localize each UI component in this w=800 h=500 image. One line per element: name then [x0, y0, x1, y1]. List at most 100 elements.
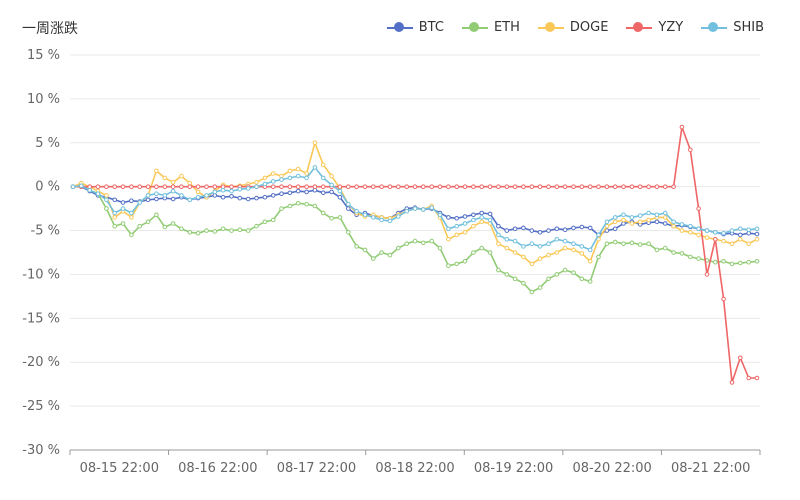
- data-point-doge[interactable]: [562, 245, 568, 251]
- data-point-yzy[interactable]: [496, 184, 501, 189]
- data-point-btc[interactable]: [521, 225, 526, 231]
- data-point-doge[interactable]: [546, 252, 551, 258]
- data-point-shib[interactable]: [571, 241, 576, 246]
- data-point-shib[interactable]: [179, 193, 184, 198]
- data-point-btc[interactable]: [129, 198, 134, 203]
- data-point-eth[interactable]: [229, 228, 234, 233]
- data-point-yzy[interactable]: [688, 147, 693, 153]
- data-point-btc[interactable]: [245, 196, 251, 202]
- data-point-shib[interactable]: [120, 206, 126, 211]
- data-point-shib[interactable]: [462, 221, 468, 226]
- data-point-eth[interactable]: [179, 226, 184, 232]
- data-point-yzy[interactable]: [129, 184, 134, 189]
- data-point-eth[interactable]: [637, 242, 643, 247]
- data-point-btc[interactable]: [654, 219, 660, 225]
- data-point-doge[interactable]: [729, 241, 735, 246]
- data-point-doge[interactable]: [329, 173, 334, 179]
- data-point-btc[interactable]: [612, 226, 618, 232]
- data-point-yzy[interactable]: [487, 184, 493, 189]
- data-point-yzy[interactable]: [112, 184, 117, 189]
- data-point-shib[interactable]: [295, 173, 301, 179]
- data-point-eth[interactable]: [162, 224, 168, 230]
- data-point-shib[interactable]: [704, 228, 710, 233]
- data-point-eth[interactable]: [154, 212, 159, 218]
- data-point-doge[interactable]: [446, 237, 451, 242]
- data-point-yzy[interactable]: [512, 184, 518, 189]
- data-point-doge[interactable]: [537, 256, 543, 261]
- data-point-shib[interactable]: [145, 193, 151, 198]
- data-point-btc[interactable]: [487, 211, 493, 217]
- data-point-eth[interactable]: [329, 216, 334, 221]
- data-point-yzy[interactable]: [554, 184, 560, 189]
- data-point-btc[interactable]: [562, 227, 568, 232]
- data-point-eth[interactable]: [237, 227, 243, 232]
- data-point-shib[interactable]: [254, 184, 259, 189]
- data-point-yzy[interactable]: [621, 184, 626, 189]
- data-point-eth[interactable]: [170, 221, 176, 226]
- data-point-yzy[interactable]: [387, 184, 393, 189]
- data-point-shib[interactable]: [137, 200, 142, 205]
- data-point-eth[interactable]: [379, 250, 384, 255]
- data-point-shib[interactable]: [304, 175, 309, 181]
- data-point-shib[interactable]: [212, 189, 218, 195]
- data-point-doge[interactable]: [662, 215, 668, 220]
- data-point-doge[interactable]: [170, 180, 176, 185]
- data-point-shib[interactable]: [596, 232, 601, 238]
- data-point-shib[interactable]: [479, 215, 485, 220]
- data-point-btc[interactable]: [295, 188, 301, 194]
- data-point-doge[interactable]: [554, 250, 560, 255]
- data-point-shib[interactable]: [429, 205, 435, 210]
- data-point-btc[interactable]: [738, 232, 743, 238]
- data-point-shib[interactable]: [237, 187, 243, 192]
- data-point-eth[interactable]: [387, 252, 393, 258]
- data-point-yzy[interactable]: [746, 375, 752, 381]
- data-point-doge[interactable]: [579, 251, 585, 256]
- data-point-shib[interactable]: [654, 212, 660, 218]
- data-point-yzy[interactable]: [587, 184, 593, 189]
- data-point-yzy[interactable]: [654, 184, 660, 189]
- data-point-yzy[interactable]: [679, 124, 685, 130]
- data-point-yzy[interactable]: [279, 184, 284, 189]
- data-point-shib[interactable]: [320, 175, 326, 181]
- data-point-yzy[interactable]: [571, 184, 576, 189]
- data-point-eth[interactable]: [320, 210, 326, 216]
- data-point-doge[interactable]: [696, 232, 701, 238]
- data-point-btc[interactable]: [496, 223, 501, 229]
- data-point-shib[interactable]: [554, 237, 560, 242]
- data-point-doge[interactable]: [671, 223, 676, 229]
- legend-item-yzy[interactable]: YZY: [626, 20, 683, 35]
- data-point-shib[interactable]: [646, 210, 651, 216]
- data-point-shib[interactable]: [504, 237, 510, 242]
- data-point-shib[interactable]: [220, 187, 226, 193]
- data-point-shib[interactable]: [546, 241, 551, 246]
- data-point-doge[interactable]: [504, 245, 510, 251]
- data-point-eth[interactable]: [204, 228, 209, 233]
- data-point-shib[interactable]: [112, 210, 117, 216]
- data-point-eth[interactable]: [471, 250, 476, 255]
- data-point-eth[interactable]: [479, 245, 485, 251]
- data-point-doge[interactable]: [154, 168, 159, 174]
- data-point-btc[interactable]: [279, 191, 284, 196]
- data-point-doge[interactable]: [721, 238, 726, 244]
- data-point-yzy[interactable]: [537, 184, 543, 189]
- data-point-btc[interactable]: [504, 228, 510, 233]
- data-point-doge[interactable]: [604, 223, 610, 229]
- data-point-doge[interactable]: [254, 180, 259, 185]
- data-point-eth[interactable]: [713, 259, 718, 265]
- data-point-eth[interactable]: [529, 289, 535, 295]
- data-point-yzy[interactable]: [204, 184, 209, 189]
- data-point-yzy[interactable]: [521, 184, 526, 189]
- data-point-eth[interactable]: [112, 223, 117, 229]
- data-point-yzy[interactable]: [646, 184, 651, 189]
- data-point-doge[interactable]: [262, 175, 268, 181]
- data-point-eth[interactable]: [688, 254, 693, 260]
- data-point-eth[interactable]: [654, 247, 660, 253]
- legend-item-eth[interactable]: ETH: [461, 20, 520, 35]
- data-point-yzy[interactable]: [579, 184, 585, 189]
- data-point-yzy[interactable]: [529, 184, 535, 189]
- data-point-eth[interactable]: [295, 201, 301, 206]
- data-point-eth[interactable]: [679, 251, 685, 256]
- data-point-eth[interactable]: [504, 272, 510, 277]
- data-point-shib[interactable]: [412, 206, 418, 211]
- data-point-eth[interactable]: [512, 276, 518, 282]
